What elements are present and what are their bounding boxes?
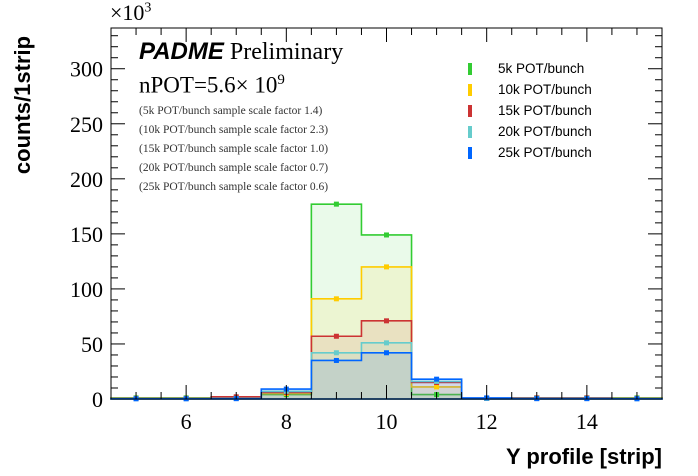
data-point	[384, 318, 389, 324]
y-multiplier-exp: 3	[144, 0, 152, 16]
legend-label: 20k POT/bunch	[498, 124, 592, 139]
y-tick-label: 150	[70, 222, 103, 247]
npot-exp: 9	[277, 72, 285, 88]
legend-entry: 20k POT/bunch	[466, 121, 592, 142]
y-tick-label: 100	[70, 277, 103, 302]
y-tick-label: 50	[81, 332, 103, 357]
data-point	[333, 296, 339, 302]
legend-marker	[468, 105, 472, 118]
x-tick-label: 6	[181, 409, 192, 434]
npot-label: nPOT=5.6× 109	[139, 72, 285, 99]
legend-label: 10k POT/bunch	[498, 82, 592, 97]
experiment-name: PADME	[139, 38, 224, 65]
legend-entry: 10k POT/bunch	[466, 79, 592, 100]
x-tick-label: 10	[376, 409, 398, 434]
x-axis-label: Y profile [strip]	[505, 444, 662, 469]
data-point	[434, 376, 440, 382]
scale-note: (25k POT/bunch sample scale factor 0.6)	[139, 181, 329, 193]
data-point	[384, 264, 389, 270]
legend-marker	[468, 63, 472, 76]
data-point	[384, 350, 389, 356]
y-tick-label: 200	[70, 167, 103, 192]
scale-notes: (5k POT/bunch sample scale factor 1.4) (…	[139, 102, 328, 197]
legend-marker	[468, 84, 472, 97]
y-multiplier-base: ×10	[110, 0, 145, 25]
scale-note: (20k POT/bunch sample scale factor 0.7)	[139, 162, 329, 174]
y-tick-label: 250	[70, 112, 103, 137]
legend-label: 15k POT/bunch	[498, 103, 592, 118]
y-tick-label: 300	[70, 57, 103, 82]
data-point	[333, 350, 339, 356]
status-label: Preliminary	[229, 39, 344, 65]
npot-base: nPOT=5.6× 10	[139, 72, 278, 98]
data-point	[434, 384, 440, 390]
legend-entry: 5k POT/bunch	[466, 58, 592, 79]
y-multiplier: ×103	[110, 0, 151, 26]
x-tick-label: 12	[476, 409, 498, 434]
y-tick-label: 0	[92, 387, 103, 412]
legend: 5k POT/bunch 10k POT/bunch 15k POT/bunch…	[466, 58, 592, 163]
y-axis-label: counts/1strip	[10, 35, 35, 175]
data-point	[384, 232, 389, 238]
legend-marker	[468, 147, 472, 160]
scale-note: (10k POT/bunch sample scale factor 2.3)	[139, 124, 329, 136]
x-tick-label: 8	[281, 409, 292, 434]
scale-note: (15k POT/bunch sample scale factor 1.0)	[139, 143, 329, 155]
legend-entry: 25k POT/bunch	[466, 142, 592, 163]
data-point	[333, 357, 339, 363]
x-tick-label: 14	[576, 409, 598, 434]
legend-label: 25k POT/bunch	[498, 145, 592, 160]
legend-marker	[468, 126, 472, 139]
legend-label: 5k POT/bunch	[498, 61, 585, 76]
legend-entry: 15k POT/bunch	[466, 100, 592, 121]
scale-note: (5k POT/bunch sample scale factor 1.4)	[139, 105, 323, 117]
data-point	[333, 201, 339, 207]
data-point	[384, 340, 389, 346]
data-point	[333, 333, 339, 339]
padme-label: PADME Preliminary	[139, 38, 343, 66]
